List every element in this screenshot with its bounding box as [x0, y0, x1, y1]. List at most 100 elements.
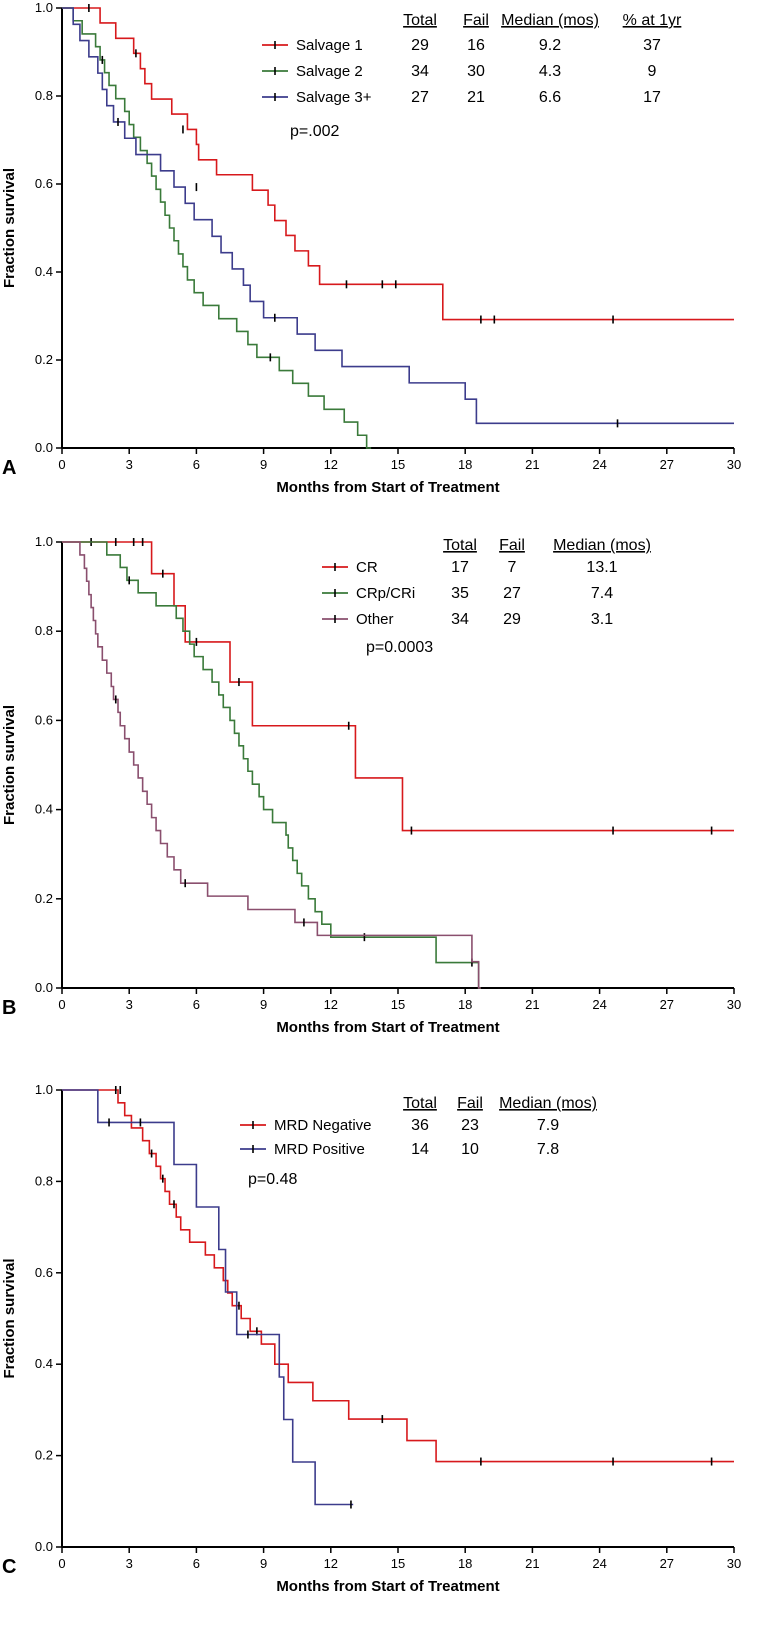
- x-tick-label: 9: [260, 1556, 267, 1571]
- legend-label: CR: [356, 559, 378, 576]
- x-tick-label: 15: [391, 457, 405, 472]
- legend-label: CRp/CRi: [356, 585, 415, 602]
- table-header: % at 1yr: [623, 12, 682, 29]
- y-tick-label: 0.2: [35, 891, 53, 906]
- table-header: Fail: [463, 12, 489, 29]
- p-value: p=.002: [290, 123, 339, 140]
- survival-curve-2: [62, 541, 481, 989]
- y-tick-label: 0.4: [35, 1356, 53, 1371]
- y-tick-label: 0.8: [35, 623, 53, 638]
- y-tick-label: 0.8: [35, 1173, 53, 1188]
- table-header: Fail: [457, 1095, 483, 1112]
- table-cell: 7: [508, 559, 517, 576]
- table-cell: 7.8: [537, 1141, 559, 1158]
- x-axis-title: Months from Start of Treatment: [276, 479, 499, 496]
- legend-label: Salvage 3+: [296, 89, 372, 106]
- x-tick-label: 27: [660, 1556, 674, 1571]
- table-cell: 27: [503, 585, 521, 602]
- table-cell: 21: [467, 89, 485, 106]
- y-tick-label: 0.0: [35, 980, 53, 995]
- x-tick-label: 12: [324, 457, 338, 472]
- y-tick-label: 0.6: [35, 1265, 53, 1280]
- x-tick-label: 6: [193, 997, 200, 1012]
- legend-label: Salvage 2: [296, 63, 363, 80]
- x-tick-label: 27: [660, 457, 674, 472]
- panel-c: 0.00.20.40.60.81.00 3 6 9 12 15 18 21 24 27 30Mont…: [1, 1082, 741, 1595]
- x-tick-label: 6: [193, 1556, 200, 1571]
- x-tick-label: 9: [260, 997, 267, 1012]
- panel-letter: A: [2, 457, 16, 479]
- table-cell: 7.9: [537, 1117, 559, 1134]
- table-header: Total: [403, 12, 437, 29]
- x-tick-label: 21: [525, 457, 539, 472]
- survival-curve-2: [62, 1089, 354, 1506]
- table-cell: 23: [461, 1117, 479, 1134]
- table-header: Fail: [499, 537, 525, 554]
- x-tick-label: 24: [592, 1556, 606, 1571]
- panel-letter: B: [2, 997, 16, 1019]
- table-header: Median (mos): [501, 12, 599, 29]
- y-tick-label: 0.0: [35, 1539, 53, 1554]
- y-tick-label: 0.4: [35, 802, 53, 817]
- y-tick-label: 1.0: [35, 1082, 53, 1097]
- x-tick-label: 3: [126, 1556, 133, 1571]
- table-header: Total: [443, 537, 477, 554]
- survival-curve-1: [62, 7, 734, 321]
- y-axis-title: Fraction survival: [1, 705, 18, 825]
- panel-letter: C: [2, 1556, 16, 1578]
- y-tick-label: 1.0: [35, 534, 53, 549]
- table-cell: 37: [643, 37, 661, 54]
- x-tick-label: 12: [324, 1556, 338, 1571]
- legend-label: MRD Negative: [274, 1117, 372, 1134]
- legend-label: MRD Positive: [274, 1141, 365, 1158]
- table-cell: 7.4: [591, 585, 613, 602]
- table-cell: 34: [411, 63, 429, 80]
- table-cell: 9.2: [539, 37, 561, 54]
- table-cell: 4.3: [539, 63, 561, 80]
- x-tick-label: 12: [324, 997, 338, 1012]
- survival-curve-1: [62, 1089, 734, 1463]
- legend-label: Other: [356, 611, 394, 628]
- x-tick-label: 30: [727, 997, 741, 1012]
- x-tick-label: 6: [193, 457, 200, 472]
- table-cell: 29: [411, 37, 429, 54]
- table-cell: 34: [451, 611, 469, 628]
- table-cell: 13.1: [586, 559, 617, 576]
- survival-curve-3: [62, 541, 481, 989]
- x-tick-label: 24: [592, 997, 606, 1012]
- x-tick-label: 3: [126, 457, 133, 472]
- legend-label: Salvage 1: [296, 37, 363, 54]
- y-tick-label: 0.8: [35, 88, 53, 103]
- table-header: Median (mos): [553, 537, 651, 554]
- table-cell: 6.6: [539, 89, 561, 106]
- x-tick-label: 3: [126, 997, 133, 1012]
- y-tick-label: 0.2: [35, 352, 53, 367]
- panel-a: 0.0 0.2 0.4 0.6 0.8 1.0 0 3 6 9 12 15 18 21 24 27 30 Mont…: [1, 0, 741, 496]
- y-tick-label: 0.6: [35, 176, 53, 191]
- table-cell: 3.1: [591, 611, 613, 628]
- x-tick-label: 0: [58, 1556, 65, 1571]
- x-tick-label: 21: [525, 997, 539, 1012]
- y-tick-label: 0.0: [35, 440, 53, 455]
- y-axis-title: Fraction survival: [1, 168, 18, 288]
- table-cell: 29: [503, 611, 521, 628]
- y-tick-label: 0.2: [35, 1448, 53, 1463]
- x-tick-label: 21: [525, 1556, 539, 1571]
- x-tick-label: 18: [458, 997, 472, 1012]
- x-tick-label: 18: [458, 457, 472, 472]
- p-value: p=0.0003: [366, 639, 433, 656]
- y-axis-title: Fraction survival: [1, 1258, 18, 1378]
- table-cell: 10: [461, 1141, 479, 1158]
- x-tick-label: 0: [58, 457, 65, 472]
- table-cell: 27: [411, 89, 429, 106]
- table-header: Median (mos): [499, 1095, 597, 1112]
- table-cell: 30: [467, 63, 485, 80]
- x-tick-label: 30: [727, 457, 741, 472]
- x-tick-label: 18: [458, 1556, 472, 1571]
- y-tick-label: 0.6: [35, 712, 53, 727]
- table-cell: 9: [648, 63, 657, 80]
- p-value: p=0.48: [248, 1171, 297, 1188]
- table-cell: 14: [411, 1141, 429, 1158]
- table-cell: 17: [643, 89, 661, 106]
